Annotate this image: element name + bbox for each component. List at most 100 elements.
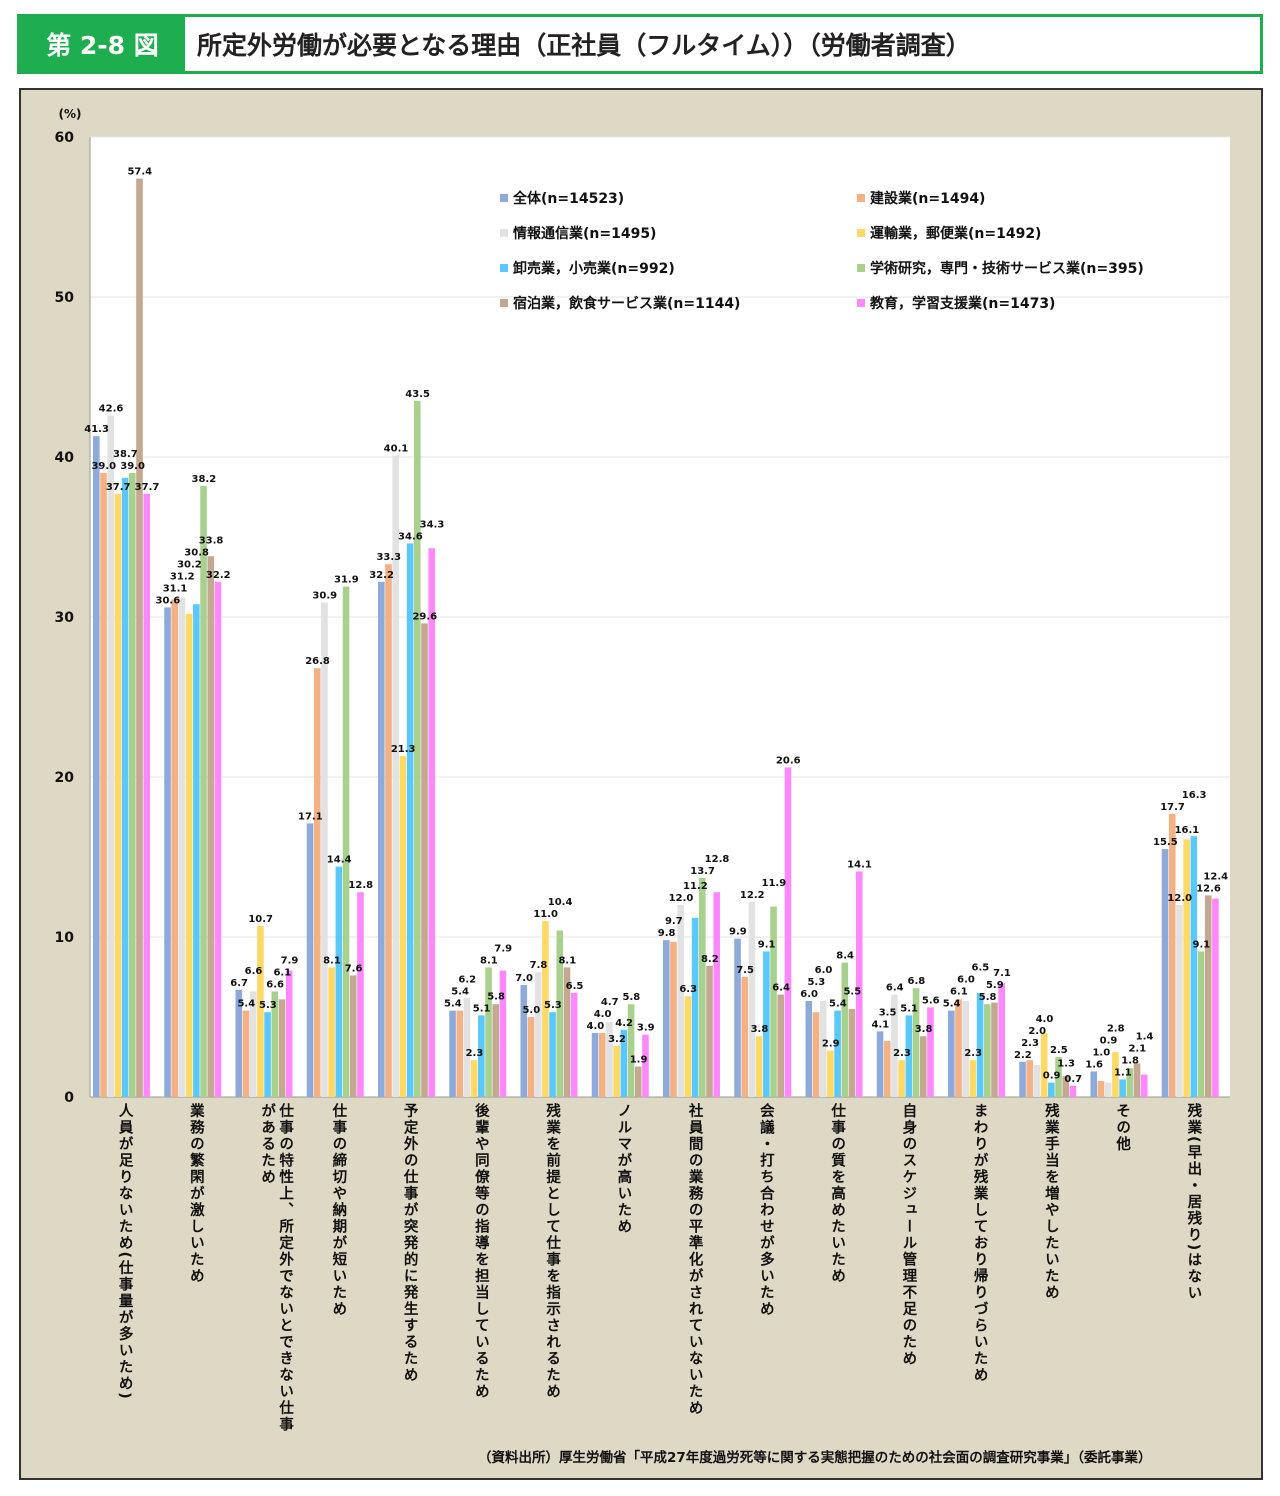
bar <box>1033 1065 1041 1097</box>
bar <box>1204 895 1212 1097</box>
bar <box>684 996 692 1097</box>
data-label: 5.9 <box>986 980 1004 991</box>
category-label: 仕事の締切や納期が短いため <box>330 1103 347 1318</box>
bar <box>463 997 471 1097</box>
data-label: 11.9 <box>762 878 787 889</box>
data-label: 2.0 <box>1028 1026 1046 1037</box>
data-label: 2.3 <box>466 1048 484 1059</box>
bar <box>306 823 314 1097</box>
data-label: 6.3 <box>679 984 697 995</box>
bar <box>129 473 136 1097</box>
data-label: 39.0 <box>91 461 116 472</box>
figure-number: 第 2-8 図 <box>20 17 185 71</box>
y-tick-label: 50 <box>55 290 75 306</box>
data-label: 1.1 <box>1114 1067 1132 1078</box>
bar <box>1212 898 1219 1097</box>
data-label: 5.3 <box>807 977 825 988</box>
data-label: 40.1 <box>384 443 409 454</box>
data-label: 1.8 <box>1121 1055 1139 1066</box>
data-label: 8.1 <box>480 955 498 966</box>
bar <box>527 1017 535 1097</box>
y-tick-label: 40 <box>55 450 75 466</box>
category-label: 自身のスケジュール管理不足のため <box>900 1103 917 1367</box>
data-label: 5.8 <box>622 992 640 1003</box>
data-label: 1.9 <box>630 1055 648 1066</box>
data-label: 26.8 <box>305 656 330 667</box>
data-label: 6.0 <box>800 989 818 1000</box>
bar <box>912 988 920 1097</box>
data-label: 38.7 <box>113 449 138 460</box>
bar <box>399 756 407 1097</box>
category-label: その他 <box>1114 1103 1131 1153</box>
bar <box>563 967 571 1097</box>
data-label: 2.5 <box>1050 1045 1068 1056</box>
data-label: 12.6 <box>1196 883 1221 894</box>
bar <box>1048 1082 1055 1097</box>
data-label: 0.9 <box>1043 1071 1061 1082</box>
data-label: 6.0 <box>957 975 975 986</box>
data-label: 31.9 <box>334 575 359 586</box>
data-label: 33.8 <box>199 535 224 546</box>
data-label: 17.1 <box>298 811 323 822</box>
legend-item: 宿泊業，飲食サービス業(n=1144) <box>500 293 740 313</box>
bar <box>193 604 200 1097</box>
data-label: 3.9 <box>637 1023 655 1034</box>
data-label: 21.3 <box>391 744 416 755</box>
data-label: 31.2 <box>170 571 195 582</box>
bar <box>755 1036 763 1097</box>
legend-item: 建設業(n=1494) <box>857 188 985 208</box>
data-label: 34.3 <box>420 519 445 530</box>
data-label: 10.7 <box>248 914 273 925</box>
bar <box>976 993 984 1097</box>
legend-swatch <box>500 194 508 202</box>
legend-label: 卸売業，小売業(n=992) <box>513 261 675 277</box>
bar <box>1197 951 1205 1097</box>
bar <box>164 607 171 1097</box>
bar <box>257 925 264 1097</box>
bar <box>748 901 756 1097</box>
data-label: 1.0 <box>1092 1047 1110 1058</box>
bar <box>1104 1082 1112 1097</box>
data-label: 12.0 <box>1167 893 1192 904</box>
data-label: 5.4 <box>237 999 255 1010</box>
legend-label: 学術研究，専門・技術サービス業(n=395) <box>870 261 1144 277</box>
bar <box>207 556 215 1097</box>
legend-item: 運輸業，郵便業(n=1492) <box>857 223 1041 243</box>
data-label: 2.3 <box>1021 1038 1039 1049</box>
bar <box>1040 1033 1048 1097</box>
data-label: 14.4 <box>327 855 352 866</box>
bar <box>962 1001 969 1097</box>
legend-item: 教育，学習支援業(n=1473) <box>857 293 1055 313</box>
data-label: 6.0 <box>815 965 833 976</box>
bar <box>264 1012 271 1097</box>
bar <box>542 921 549 1097</box>
legend-label: 教育，学習支援業(n=1473) <box>870 296 1056 312</box>
data-label: 5.4 <box>943 999 961 1010</box>
bar <box>1090 1071 1098 1097</box>
data-label: 41.3 <box>84 424 109 435</box>
bar <box>249 991 257 1097</box>
bar <box>606 1021 613 1097</box>
bar <box>534 972 542 1097</box>
bar <box>927 1007 934 1097</box>
data-label: 34.6 <box>398 531 423 542</box>
data-label: 30.6 <box>156 595 181 606</box>
bar <box>1183 839 1190 1097</box>
data-label: 12.8 <box>705 854 730 865</box>
bar <box>876 1031 884 1097</box>
bar <box>492 1004 500 1097</box>
data-label: 5.3 <box>544 1000 562 1011</box>
data-label: 12.0 <box>669 893 694 904</box>
bar <box>570 993 578 1097</box>
data-label: 29.6 <box>412 611 437 622</box>
category-label: 人員が足りないため(仕事量が多いため) <box>116 1103 133 1401</box>
legend-label: 全体(n=14523) <box>513 191 625 207</box>
data-label: 16.1 <box>1175 825 1200 836</box>
data-label: 6.8 <box>907 976 925 987</box>
data-label: 6.2 <box>458 975 476 986</box>
bar <box>178 597 186 1097</box>
bar <box>591 1033 599 1097</box>
bar <box>805 1001 813 1097</box>
legend-item: 卸売業，小売業(n=992) <box>500 258 675 278</box>
data-label: 7.1 <box>993 968 1011 979</box>
